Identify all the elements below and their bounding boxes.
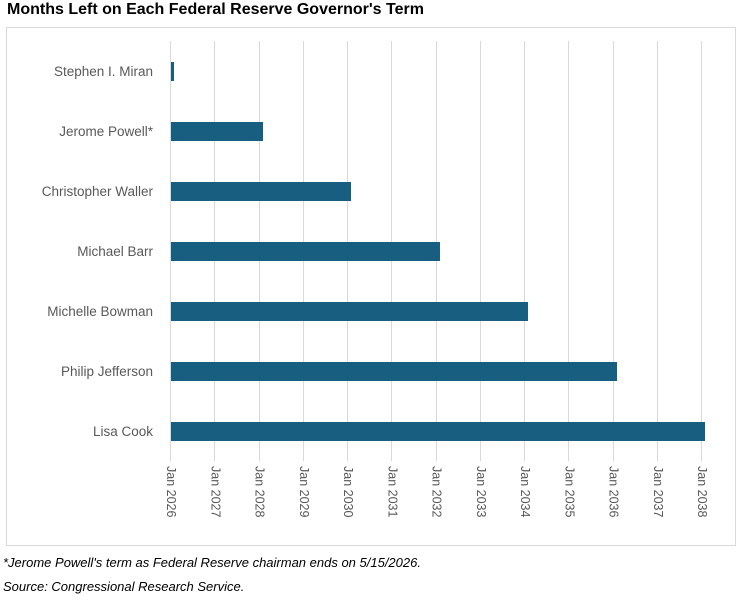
bar-lisa-cook: [170, 421, 706, 441]
footnote-powell: *Jerome Powell's term as Federal Reserve…: [3, 555, 421, 570]
bar-philip-jefferson: [170, 361, 617, 381]
x-tick-label: Jan 2037: [650, 466, 665, 518]
footnote-source: Source: Congressional Research Service.: [3, 579, 245, 594]
gridline: [568, 41, 570, 461]
x-tick-label: Jan 2034: [518, 466, 532, 518]
bar-michael-barr: [170, 241, 440, 261]
x-tick-label: Jan 2035: [562, 466, 577, 518]
x-tick-label: Jan 2032: [429, 466, 444, 518]
bar-christopher-waller: [170, 181, 352, 201]
chart-area-border: [6, 27, 736, 546]
category-label: Philip Jefferson: [60, 363, 153, 379]
category-label: Michael Barr: [77, 243, 153, 259]
x-tick-label: Jan 2030: [341, 466, 355, 518]
x-tick-label: Jan 2038: [695, 466, 709, 518]
x-tick-label: Jan 2027: [208, 466, 223, 518]
bar-jerome-powell: [170, 121, 263, 141]
gridline: [656, 41, 658, 461]
gridline: [612, 41, 614, 461]
x-tick-label: Jan 2031: [385, 466, 400, 518]
bar-michelle-bowman: [170, 301, 529, 321]
x-tick-label: Jan 2028: [252, 466, 267, 518]
gridline: [701, 41, 702, 461]
category-label: Jerome Powell*: [59, 123, 153, 139]
gridline: [524, 41, 525, 461]
x-tick-label: Jan 2029: [296, 466, 311, 518]
category-label: Christopher Waller: [41, 183, 153, 199]
x-tick-label: Jan 2033: [473, 466, 488, 518]
x-tick-label: Jan 2036: [606, 466, 621, 518]
chart-title: Months Left on Each Federal Reserve Gove…: [7, 1, 424, 18]
footnotes: *Jerome Powell's term as Federal Reserve…: [3, 551, 421, 599]
category-label: Stephen I. Miran: [53, 63, 153, 79]
x-tick-label: Jan 2026: [164, 466, 178, 518]
bar-stephen-i-miran: [170, 61, 175, 81]
category-label: Lisa Cook: [92, 423, 153, 439]
category-label: Michelle Bowman: [47, 303, 153, 319]
gridline: [479, 41, 481, 461]
